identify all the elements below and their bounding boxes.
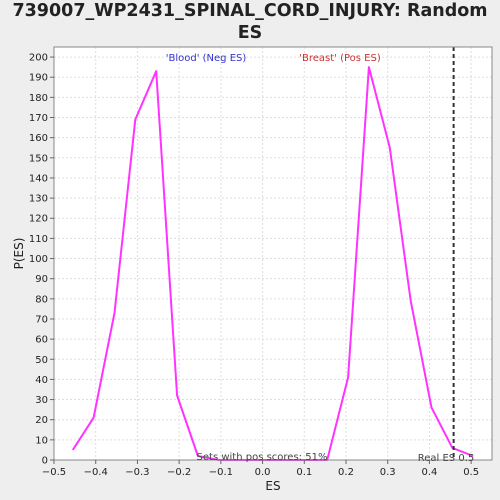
y-tick-label: 190: [29, 73, 48, 84]
y-tick-label: 40: [35, 375, 48, 386]
y-tick-label: 50: [35, 355, 48, 366]
x-tick-label: 0.4: [421, 467, 437, 478]
y-tick-label: 130: [29, 194, 48, 205]
y-tick-label: 30: [35, 395, 48, 406]
plot-frame: [53, 46, 493, 461]
x-tick-label: −0.1: [209, 467, 233, 478]
chart-title-line-1: 739007_WP2431_SPINAL_CORD_INJURY: Random…: [12, 1, 488, 43]
x-tick-label: −0.3: [125, 467, 149, 478]
y-tick-label: 150: [29, 153, 48, 164]
real-es-label: Real ES 0.5: [418, 453, 474, 464]
pos-es-label: 'Breast' (Pos ES): [299, 53, 381, 64]
y-tick-label: 180: [29, 93, 48, 104]
x-tick-label: 0.5: [463, 467, 479, 478]
plot-area: [54, 47, 492, 460]
y-tick-label: 200: [29, 53, 48, 64]
y-tick-label: 170: [29, 113, 48, 124]
y-tick-label: 110: [29, 234, 48, 245]
y-tick-label: 100: [29, 254, 48, 265]
x-tick-label: 0.3: [380, 467, 396, 478]
y-axis-label: P(ES): [12, 238, 26, 270]
y-tick-label: 160: [29, 133, 48, 144]
x-axis-label: ES: [265, 479, 280, 493]
x-tick-label: 0.2: [338, 467, 354, 478]
y-tick-label: 80: [35, 294, 48, 305]
y-tick-label: 90: [35, 274, 48, 285]
y-tick-label: 60: [35, 335, 48, 346]
y-tick-label: 140: [29, 173, 48, 184]
x-tick-label: −0.4: [84, 467, 108, 478]
x-tick-label: 0.0: [255, 467, 271, 478]
x-tick-label: −0.5: [42, 467, 66, 478]
y-tick-label: 70: [35, 314, 48, 325]
pos-scores-label: Sets with pos scores: 51%: [197, 452, 328, 463]
x-tick-label: −0.2: [167, 467, 191, 478]
y-tick-label: 120: [29, 214, 48, 225]
y-tick-label: 0: [42, 456, 48, 467]
y-tick-label: 20: [35, 415, 48, 426]
y-tick-label: 10: [35, 435, 48, 446]
neg-es-label: 'Blood' (Neg ES): [166, 53, 247, 64]
x-tick-label: 0.1: [296, 467, 312, 478]
